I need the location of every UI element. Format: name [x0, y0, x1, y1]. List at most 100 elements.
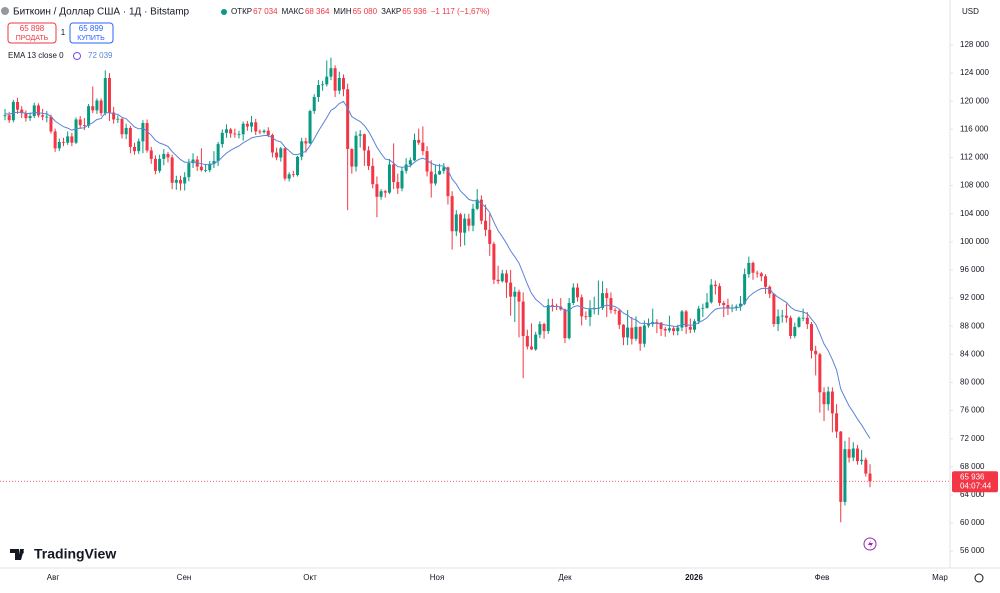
candle-body — [454, 214, 458, 232]
candle-body — [484, 220, 488, 230]
candle-body — [500, 273, 504, 282]
sell-label: ПРОДАТЬ — [16, 35, 49, 42]
candle-body — [563, 309, 567, 339]
candle-body — [321, 84, 325, 86]
candle-body — [780, 315, 784, 317]
ohlc-label: ЗАКР — [381, 7, 401, 16]
candle-body — [789, 317, 793, 337]
y-tick-label: 88 000 — [960, 321, 985, 330]
candle-body — [634, 326, 638, 339]
candle-body — [638, 326, 642, 344]
y-tick-label: 68 000 — [960, 462, 985, 471]
candle-body — [513, 291, 517, 297]
y-tick-label: 80 000 — [960, 378, 985, 387]
alert-bolt — [868, 540, 873, 548]
candle-body — [116, 118, 120, 120]
ema-line — [4, 100, 871, 439]
candle-body — [11, 101, 15, 121]
candle-body — [346, 89, 350, 150]
candle-body — [204, 170, 208, 171]
candle-body — [504, 273, 508, 283]
candle-body — [446, 167, 450, 197]
candle-body — [655, 321, 659, 323]
candle-body — [379, 191, 383, 197]
candle-body — [663, 328, 667, 331]
price-tag-value: 65 936 — [960, 472, 985, 481]
candle-body — [534, 334, 538, 350]
candle-body — [471, 208, 475, 226]
candle-body — [642, 325, 646, 344]
spread: 1 — [61, 28, 66, 37]
candle-body — [864, 459, 868, 474]
ohlc-header: ОТКР 67 034 МАКС 68 364 МИН 65 080 ЗАКР 65 936−… — [231, 7, 490, 16]
candle-body — [755, 272, 759, 274]
candle-body — [400, 170, 404, 189]
candle-body — [387, 164, 391, 193]
candle-body — [45, 116, 49, 118]
candle-body — [542, 324, 546, 332]
alert-icon[interactable] — [863, 537, 877, 551]
candle-body — [751, 262, 755, 273]
y-tick-label: 104 000 — [960, 209, 989, 218]
candle-body — [162, 153, 166, 159]
candle-body — [722, 302, 726, 306]
candle-body — [718, 286, 722, 303]
x-tick-label: Ноя — [430, 573, 445, 582]
ohlc-label: МАКС — [282, 7, 305, 16]
candle-body — [772, 293, 776, 325]
candle-body — [546, 305, 550, 332]
candle-body — [149, 150, 153, 159]
candle-body — [442, 167, 446, 171]
candle-body — [141, 123, 145, 142]
candle-body — [224, 129, 228, 133]
y-tick-label: 96 000 — [960, 265, 985, 274]
y-tick-label: 72 000 — [960, 434, 985, 443]
candle-body — [199, 166, 203, 171]
candle-body — [396, 182, 400, 189]
ohlc-value: 67 034 — [253, 7, 278, 16]
candle-body — [95, 100, 99, 111]
candle-body — [36, 105, 40, 116]
candle-body — [354, 135, 358, 167]
candle-body — [275, 152, 279, 158]
candle-body — [692, 321, 696, 330]
candle-body — [20, 109, 24, 114]
x-tick-label: Авг — [47, 573, 60, 582]
candle-body — [220, 132, 224, 145]
candle-body — [647, 324, 651, 326]
candle-body — [530, 346, 534, 350]
candle-body — [74, 119, 78, 143]
candle-body — [53, 131, 57, 149]
y-tick-label: 112 000 — [960, 153, 989, 162]
sell-button[interactable] — [7, 22, 57, 44]
candle-body — [797, 317, 801, 327]
candle-body — [784, 315, 788, 318]
candle-body — [133, 146, 137, 152]
candle-body — [179, 179, 183, 184]
brand-logo — [10, 549, 24, 560]
candle-body — [383, 191, 387, 193]
candle-body — [49, 116, 53, 132]
sell-price: 65 898 — [20, 24, 45, 33]
candle-body — [793, 326, 797, 337]
candle-body — [667, 328, 671, 331]
candle-body — [82, 125, 86, 126]
candle-body — [241, 123, 245, 135]
candle-body — [605, 293, 609, 299]
indicator-icon[interactable] — [73, 52, 81, 60]
candle-body — [805, 317, 809, 325]
candle-body — [358, 134, 362, 136]
y-tick-label: 100 000 — [960, 237, 989, 246]
candle-body — [91, 106, 95, 111]
currency[interactable]: USD — [962, 7, 979, 16]
candle-body — [158, 158, 162, 171]
candle-body — [438, 170, 442, 175]
settings-icon[interactable] — [974, 573, 984, 583]
candle-body — [112, 112, 116, 120]
candle-body — [734, 306, 738, 308]
buy-button[interactable] — [69, 22, 114, 44]
candle-body — [458, 214, 462, 233]
ohlc-value: 68 364 — [305, 7, 330, 16]
candle-body — [575, 287, 579, 298]
